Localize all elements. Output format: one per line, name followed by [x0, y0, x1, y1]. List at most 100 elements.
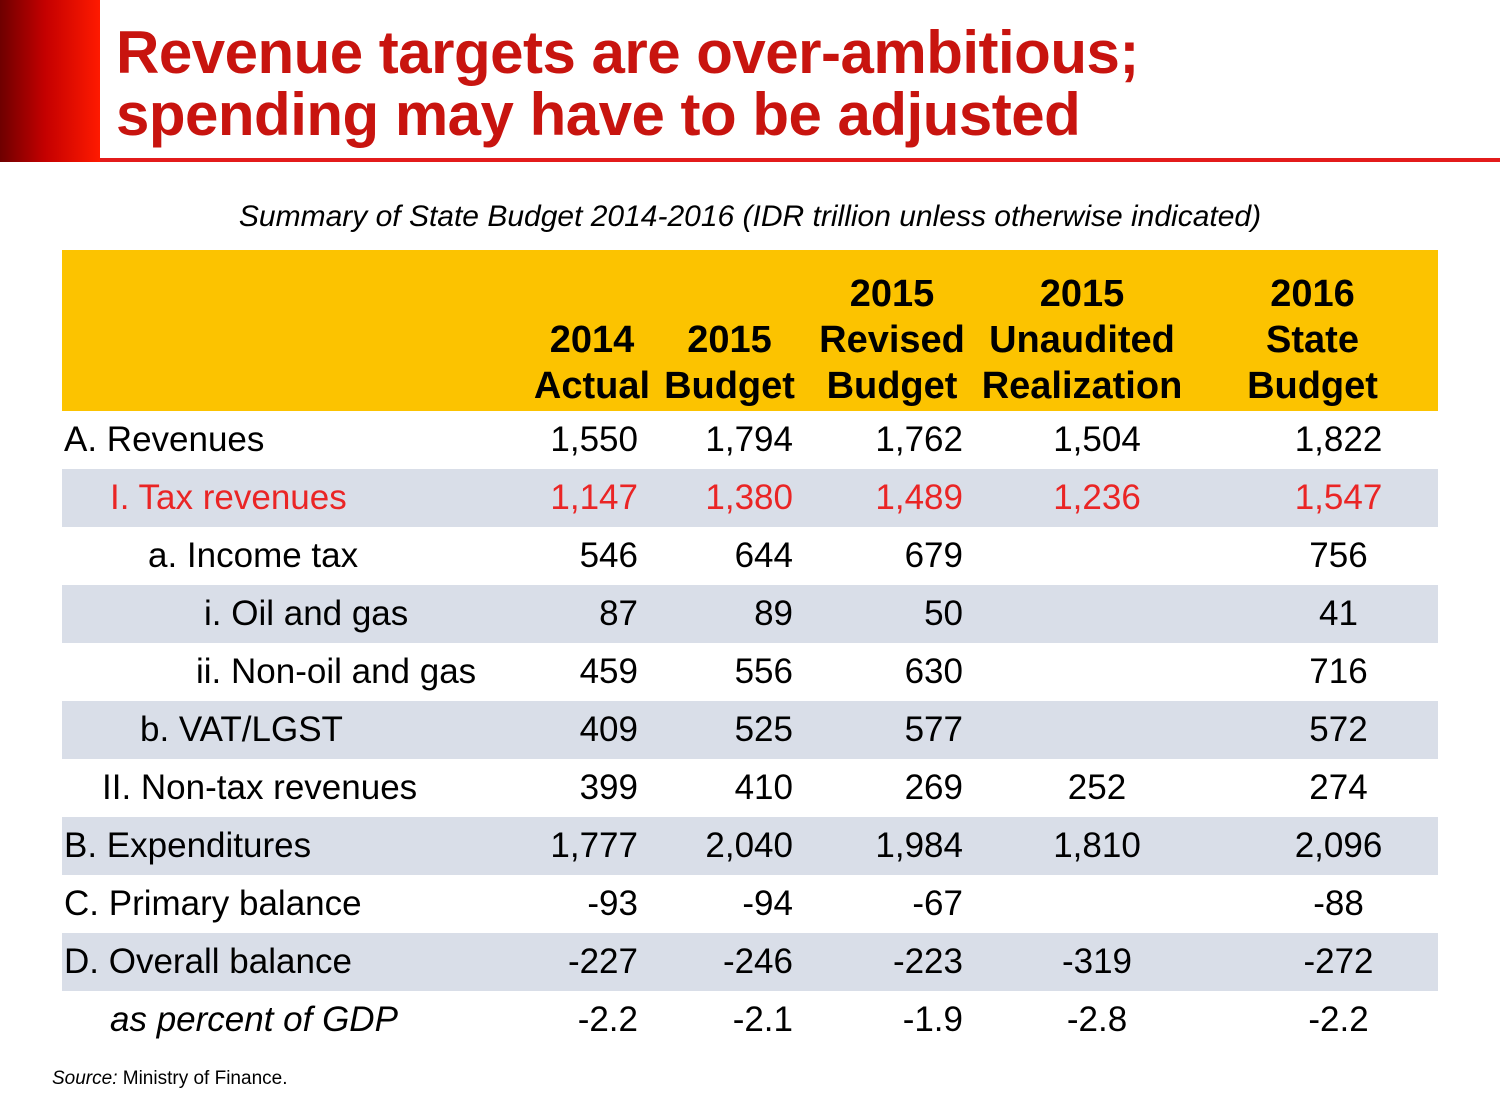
- header-2015-unaudited-realization: 2015 Unaudited Realization: [977, 250, 1187, 411]
- cell-2015-budget: 644: [734, 536, 793, 575]
- cell-2016-state: -88: [1313, 884, 1364, 923]
- cell-2016-state: -272: [1303, 942, 1374, 981]
- cell-2015-unaudited: [977, 585, 1187, 643]
- cell-2015-unaudited: -319: [1061, 942, 1133, 981]
- row-label: C. Primary balance: [64, 884, 362, 923]
- header-line: Revised: [819, 319, 965, 361]
- cell-2015-budget: -94: [742, 884, 793, 923]
- table-body: A. Revenues 1,550 1,794 1,762 1,504 1,82…: [62, 411, 1438, 1049]
- cell-2015-budget: 1,794: [705, 420, 793, 459]
- budget-summary-table: 2014 Actual 2015 Budget 2015 Revised Bud…: [62, 250, 1438, 1049]
- row-label: b. VAT/LGST: [140, 710, 343, 749]
- table-row-primary-balance: C. Primary balance -93 -94 -67 -88: [62, 875, 1438, 933]
- header-line: Budget: [1247, 365, 1378, 407]
- cell-2015-unaudited: [977, 875, 1187, 933]
- cell-2015-budget: 1,380: [705, 478, 793, 517]
- cell-2015-revised: -1.9: [902, 1000, 963, 1039]
- cell-2014-actual: 1,147: [550, 478, 638, 517]
- header-line: Unaudited: [989, 319, 1175, 361]
- source-text: Ministry of Finance.: [117, 1068, 288, 1089]
- cell-2015-unaudited: 1,236: [1053, 478, 1141, 517]
- cell-2015-budget: 525: [734, 710, 793, 749]
- header-line: 2015: [1039, 273, 1125, 315]
- cell-2015-unaudited: -2.8: [1066, 1000, 1128, 1039]
- cell-2015-budget: -2.1: [732, 1000, 793, 1039]
- table-row-oil-and-gas: i. Oil and gas 87 89 50 41: [62, 585, 1438, 643]
- table-header: 2014 Actual 2015 Budget 2015 Revised Bud…: [62, 250, 1438, 411]
- row-label: A. Revenues: [64, 420, 265, 459]
- cell-2015-unaudited: [977, 527, 1187, 585]
- header-line: 2016: [1270, 273, 1355, 315]
- cell-2016-state: 2,096: [1294, 826, 1383, 865]
- row-label: I. Tax revenues: [110, 478, 347, 517]
- table-row-percent-of-gdp: as percent of GDP -2.2 -2.1 -1.9 -2.8 -2…: [62, 991, 1438, 1049]
- cell-2014-actual: 1,550: [550, 420, 638, 459]
- row-label: II. Non-tax revenues: [102, 768, 418, 807]
- header-row: 2014 Actual 2015 Budget 2015 Revised Bud…: [62, 250, 1438, 411]
- table-row-non-oil-and-gas: ii. Non-oil and gas 459 556 630 716: [62, 643, 1438, 701]
- source-label: Source:: [52, 1068, 118, 1089]
- cell-2014-actual: 546: [579, 536, 638, 575]
- header-line: Actual: [533, 365, 651, 407]
- header-line: Budget: [664, 365, 795, 407]
- cell-2015-budget: 410: [734, 768, 793, 807]
- cell-2014-actual: -93: [587, 884, 638, 923]
- header-line: Budget: [826, 365, 958, 407]
- page-title: Revenue targets are over-ambitious; spen…: [116, 22, 1139, 146]
- cell-2015-revised: 269: [904, 768, 963, 807]
- table-row-expenditures: B. Expenditures 1,777 2,040 1,984 1,810 …: [62, 817, 1438, 875]
- row-label: D. Overall balance: [64, 942, 352, 981]
- cell-2015-revised: 1,984: [875, 826, 963, 865]
- table-row-non-tax-revenues: II. Non-tax revenues 399 410 269 252 274: [62, 759, 1438, 817]
- cell-2015-unaudited: 1,504: [1053, 420, 1141, 459]
- cell-2016-state: 41: [1319, 594, 1358, 633]
- cell-2014-actual: 399: [579, 768, 638, 807]
- table-row-tax-revenues: I. Tax revenues 1,147 1,380 1,489 1,236 …: [62, 469, 1438, 527]
- row-label: ii. Non-oil and gas: [196, 652, 477, 691]
- header-line: 2015: [687, 319, 772, 361]
- table-row-vat-lgst: b. VAT/LGST 409 525 577 572: [62, 701, 1438, 759]
- page-title-line-2: spending may have to be adjusted: [116, 81, 1081, 148]
- row-label: a. Income tax: [148, 536, 359, 575]
- cell-2016-state: 716: [1309, 652, 1368, 691]
- cell-2015-budget: 2,040: [705, 826, 793, 865]
- table-caption: Summary of State Budget 2014-2016 (IDR t…: [238, 200, 1262, 233]
- cell-2015-revised: 1,489: [875, 478, 963, 517]
- cell-2016-state: 274: [1309, 768, 1368, 807]
- source-note: Source: Ministry of Finance.: [52, 1068, 287, 1090]
- table-row-revenues: A. Revenues 1,550 1,794 1,762 1,504 1,82…: [62, 411, 1438, 469]
- cell-2014-actual: 1,777: [550, 826, 638, 865]
- cell-2014-actual: 87: [599, 594, 638, 633]
- cell-2016-state: -2.2: [1308, 1000, 1369, 1039]
- cell-2015-revised: 679: [904, 536, 963, 575]
- row-label: i. Oil and gas: [204, 594, 409, 633]
- cell-2016-state: 1,822: [1294, 420, 1383, 459]
- cell-2015-unaudited: [977, 701, 1187, 759]
- title-underline: [100, 158, 1500, 162]
- cell-2014-actual: -2.2: [577, 1000, 638, 1039]
- header-2015-revised-budget: 2015 Revised Budget: [807, 250, 977, 411]
- cell-2015-revised: -223: [892, 942, 963, 981]
- row-label: as percent of GDP: [110, 1000, 398, 1039]
- cell-2015-unaudited: 1,810: [1053, 826, 1141, 865]
- cell-2015-unaudited: 252: [1067, 768, 1127, 807]
- page-title-line-1: Revenue targets are over-ambitious;: [116, 19, 1139, 86]
- table-row-overall-balance: D. Overall balance -227 -246 -223 -319 -…: [62, 933, 1438, 991]
- cell-2015-unaudited: [977, 643, 1187, 701]
- cell-2015-revised: 50: [924, 594, 963, 633]
- cell-2015-revised: 630: [904, 652, 963, 691]
- header-2016-state-budget: 2016 State Budget: [1187, 250, 1438, 411]
- cell-2016-state: 1,547: [1294, 478, 1383, 517]
- header-2014-actual: 2014 Actual: [532, 250, 652, 411]
- cell-2015-budget: 89: [754, 594, 793, 633]
- cell-2015-revised: 577: [904, 710, 963, 749]
- title-accent-bar: [0, 0, 100, 162]
- header-line: State: [1266, 319, 1359, 361]
- cell-2015-budget: -246: [722, 942, 793, 981]
- cell-2014-actual: 459: [579, 652, 638, 691]
- row-label: B. Expenditures: [64, 826, 312, 865]
- cell-2016-state: 572: [1309, 710, 1368, 749]
- cell-2015-revised: -67: [912, 884, 963, 923]
- header-line: 2015: [849, 273, 935, 315]
- header-line: Realization: [981, 365, 1183, 407]
